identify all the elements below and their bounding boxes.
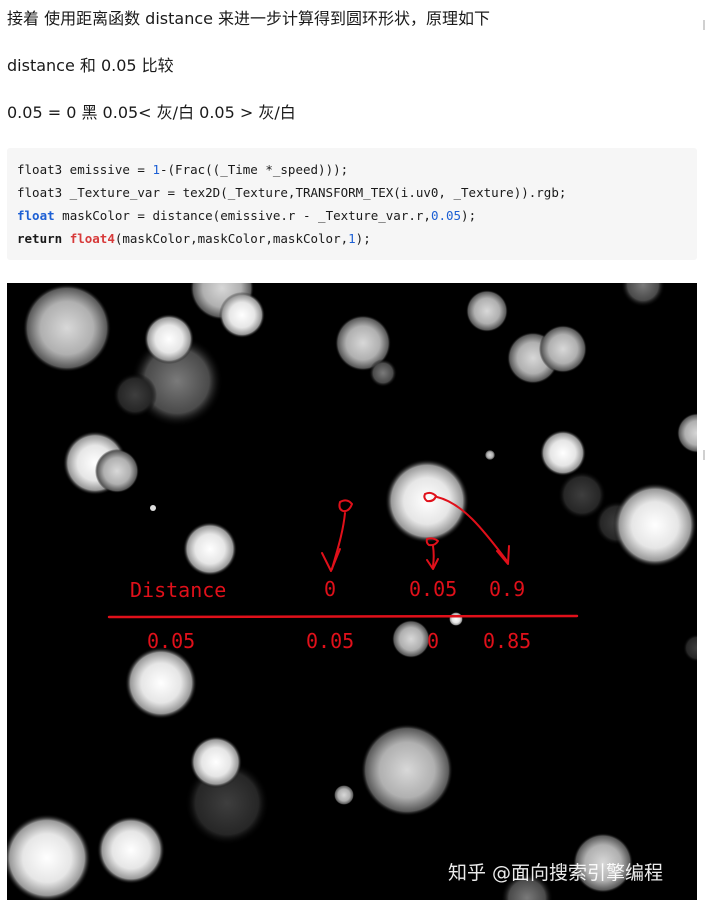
bokeh-circle: [7, 814, 91, 900]
value-085: 0.85: [483, 629, 531, 653]
bokeh-circle: [334, 785, 354, 805]
bokeh-circle: [573, 833, 633, 893]
watermark: 知乎 @面向搜索引擎编程: [448, 862, 663, 884]
code-block: float3 emissive = 1-(Frac((_Time *_speed…: [7, 148, 697, 260]
bokeh-circle: [97, 816, 165, 884]
arrow-head: [496, 545, 510, 565]
marker-loop: [423, 491, 437, 503]
bokeh-circle: [150, 505, 156, 511]
bokeh-circle: [621, 283, 665, 307]
bokeh-circle: [540, 430, 586, 476]
shader-result-image: Distance 0 0.05 0.9 0.05 0.05 0 0.85 知乎 …: [7, 283, 697, 900]
annotated-screenshot: Distance 0 0.05 0.9 0.05 0.05 0 0.85 知乎 …: [7, 283, 697, 900]
marker-loop: [338, 499, 353, 513]
paragraph-intro: 接着 使用距离函数 distance 来进一步计算得到圆环形状，原理如下: [7, 9, 491, 28]
bokeh-circle: [144, 314, 194, 364]
bokeh-circle: [501, 872, 553, 900]
bokeh-circle: [113, 373, 157, 417]
bokeh-circle: [613, 483, 697, 567]
bokeh-circle: [23, 284, 111, 372]
arrow-head: [321, 548, 341, 572]
bokeh-circle: [125, 647, 197, 719]
code-line-4: return float4(maskColor,maskColor,maskCo…: [17, 231, 371, 246]
value-005-mid: 0.05: [306, 629, 354, 653]
bokeh-layer: [7, 283, 697, 900]
bokeh-circle: [466, 290, 508, 332]
annotation-divider: [107, 614, 579, 619]
annotation-text: Distance 0 0.05 0.9 0.05 0.05 0 0.85: [130, 577, 531, 653]
bokeh-circle: [449, 612, 463, 626]
code-line-1: float3 emissive = 1-(Frac((_Time *_speed…: [17, 162, 349, 177]
bokeh-circle: [558, 471, 606, 519]
label-distance-09: 0.9: [489, 577, 525, 601]
bokeh-circle: [392, 620, 430, 658]
bokeh-circle: [95, 449, 139, 493]
value-0: 0: [427, 629, 439, 653]
code-line-2: float3 _Texture_var = tex2D(_Texture,TRA…: [17, 185, 567, 200]
bokeh-circle: [539, 325, 587, 373]
value-005-left: 0.05: [147, 629, 195, 653]
arrow-shaft: [331, 512, 346, 570]
bokeh-circle: [190, 736, 242, 788]
paragraph-rule: 0.05 = 0 黑 0.05< 灰/白 0.05 > 灰/白: [7, 103, 296, 122]
arrow-shaft: [436, 496, 508, 562]
scroll-marker: [703, 20, 705, 30]
arrow-head: [426, 558, 439, 570]
code-line-3: float maskColor = distance(emissive.r - …: [17, 208, 477, 223]
arrow-shaft: [432, 545, 435, 567]
bokeh-circle: [183, 522, 237, 576]
label-distance: Distance: [130, 578, 226, 602]
bokeh-circle: [219, 292, 265, 338]
bokeh-circle: [683, 634, 697, 662]
bokeh-circle: [677, 413, 697, 453]
label-distance-0: 0: [324, 577, 336, 601]
bokeh-circle: [369, 359, 397, 387]
bokeh-circle: [361, 724, 453, 816]
label-distance-005: 0.05: [409, 577, 457, 601]
marker-loop: [425, 537, 439, 547]
annotation-layer: [107, 491, 579, 619]
scroll-marker: [703, 450, 705, 460]
bokeh-circle: [485, 450, 495, 460]
bokeh-circle: [335, 315, 391, 371]
paragraph-compare: distance 和 0.05 比较: [7, 56, 174, 75]
